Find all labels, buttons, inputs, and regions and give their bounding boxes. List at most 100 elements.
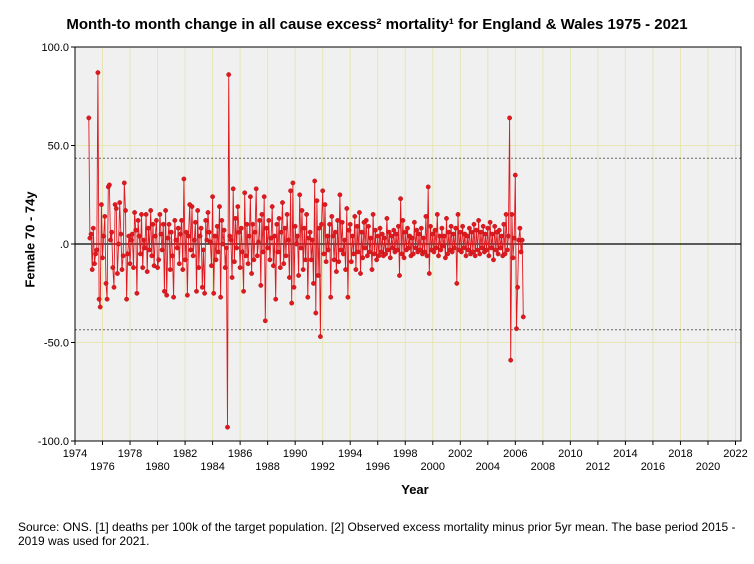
data-point — [409, 235, 415, 241]
data-point — [335, 217, 340, 223]
data-point — [395, 223, 401, 229]
data-point — [518, 249, 524, 255]
x-tick-label: 1984 — [200, 461, 224, 473]
x-tick-label: 2016 — [641, 461, 665, 473]
data-point — [343, 267, 348, 272]
data-point — [492, 223, 498, 229]
source-note: Source: ONS. [1] deaths per 100k of the … — [18, 520, 736, 548]
data-point — [145, 225, 151, 231]
data-point — [147, 247, 152, 253]
data-point — [399, 251, 405, 257]
data-point — [386, 229, 392, 235]
data-point — [183, 229, 189, 235]
data-point — [108, 237, 113, 243]
data-point — [222, 265, 228, 270]
data-point — [159, 247, 165, 253]
data-point — [180, 267, 186, 272]
x-tick-label: 1996 — [365, 461, 389, 473]
data-point — [86, 115, 92, 121]
data-point — [321, 251, 327, 257]
data-point — [480, 223, 486, 229]
x-tick-label: 1990 — [283, 448, 307, 460]
data-point — [191, 237, 197, 243]
data-point — [313, 310, 319, 316]
data-point — [233, 215, 238, 221]
data-point — [463, 253, 469, 259]
data-point — [519, 237, 525, 243]
data-point — [129, 231, 135, 237]
data-point — [142, 245, 148, 251]
data-point — [328, 294, 334, 300]
data-point — [223, 245, 229, 251]
data-point — [308, 257, 314, 263]
y-tick-label: -100.0 — [38, 436, 69, 448]
data-point — [135, 217, 141, 223]
data-point — [473, 227, 479, 233]
data-point — [330, 233, 336, 239]
data-point — [235, 204, 241, 210]
data-point — [514, 326, 519, 332]
data-point — [236, 229, 242, 235]
data-point — [215, 249, 221, 255]
data-point — [125, 251, 131, 257]
data-point — [417, 247, 423, 253]
data-point — [220, 241, 226, 247]
data-point — [245, 261, 251, 267]
data-point — [165, 235, 171, 241]
data-point — [210, 194, 216, 200]
data-point — [218, 294, 224, 300]
data-point — [100, 255, 105, 261]
data-point — [104, 296, 110, 302]
data-point — [453, 225, 459, 231]
x-axis-label: Year — [401, 482, 429, 497]
data-point — [90, 225, 96, 231]
data-point — [252, 229, 258, 235]
data-point — [300, 267, 306, 272]
data-point — [444, 215, 449, 221]
data-point — [92, 261, 97, 267]
x-tick-label: 1982 — [173, 448, 197, 460]
series-line — [88, 72, 524, 428]
data-point — [316, 225, 322, 231]
data-point — [354, 223, 360, 229]
x-tick-label: 2012 — [586, 461, 610, 473]
data-point — [322, 202, 328, 208]
data-point — [389, 233, 394, 239]
x-tick-label: 2018 — [668, 448, 692, 460]
data-point — [299, 208, 305, 213]
data-point — [214, 223, 220, 229]
data-point — [155, 265, 161, 270]
data-point — [139, 211, 144, 217]
data-point — [512, 172, 518, 178]
data-point — [199, 284, 205, 290]
data-point — [174, 245, 180, 251]
data-point — [219, 217, 225, 223]
data-point — [102, 213, 108, 219]
data-point — [234, 245, 240, 251]
x-tick-label: 1974 — [63, 448, 87, 460]
data-point — [284, 211, 290, 217]
data-point — [320, 188, 326, 194]
data-point — [277, 265, 283, 270]
data-point — [225, 424, 230, 430]
data-point — [510, 255, 516, 261]
data-point — [406, 245, 412, 251]
x-tick-label: 2002 — [448, 448, 472, 460]
chart-title: Month-to month change in all cause exces… — [66, 16, 688, 33]
data-point — [237, 265, 243, 270]
data-point — [416, 231, 422, 237]
data-point — [207, 239, 213, 245]
data-point — [285, 237, 291, 243]
data-point — [251, 257, 257, 263]
data-point — [289, 300, 295, 306]
data-point — [446, 229, 452, 235]
data-point — [410, 251, 416, 257]
data-point — [249, 271, 255, 276]
data-point — [137, 251, 143, 257]
data-point — [272, 233, 277, 239]
data-point — [371, 251, 377, 257]
data-point — [290, 180, 296, 186]
data-point — [276, 215, 282, 221]
data-point — [281, 261, 287, 267]
data-point — [254, 253, 260, 259]
